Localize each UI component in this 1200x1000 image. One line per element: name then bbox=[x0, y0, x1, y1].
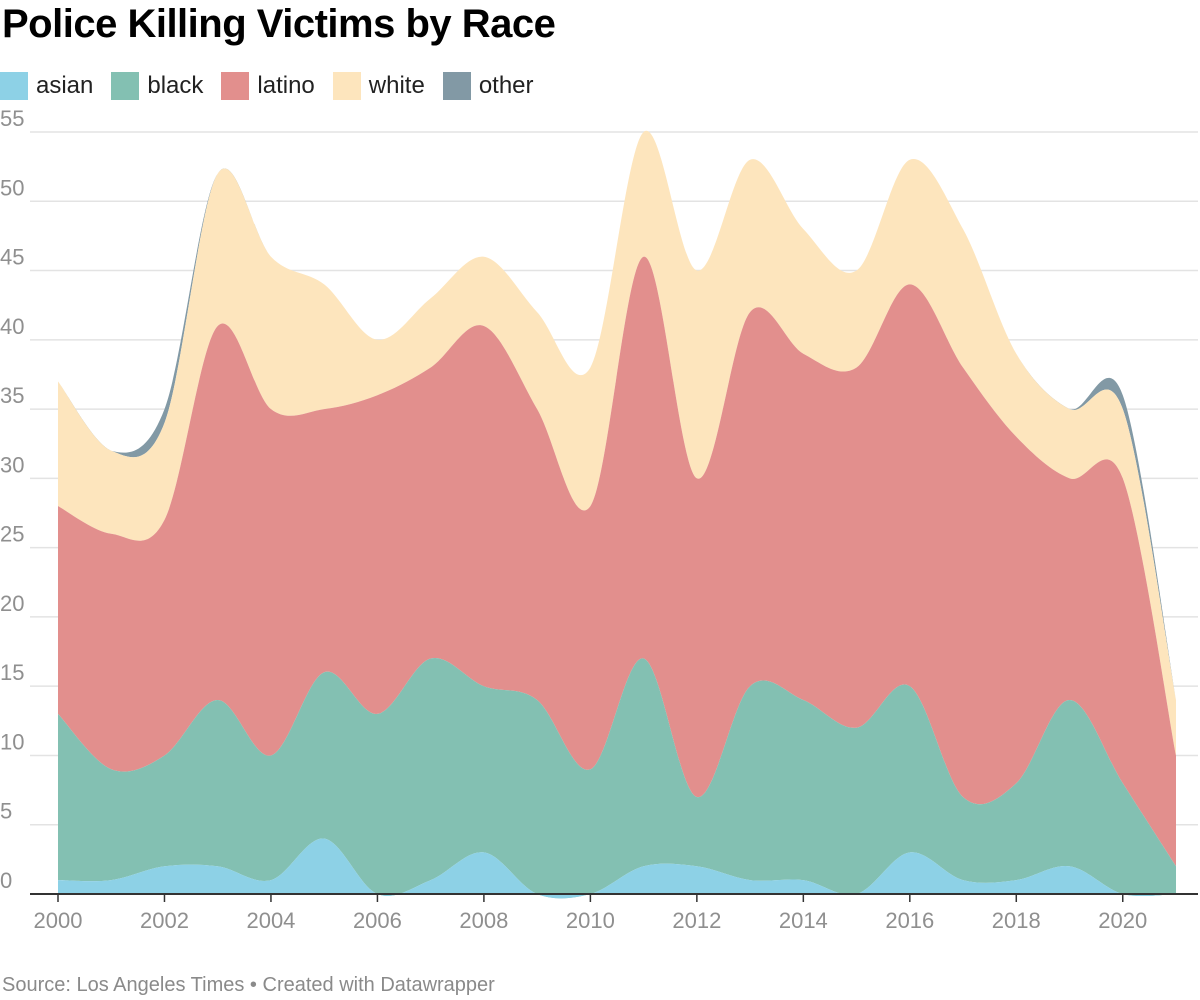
area-asian bbox=[58, 838, 1176, 899]
x-tick-label-2004: 2004 bbox=[246, 908, 295, 933]
legend-item-latino: latino bbox=[221, 72, 315, 100]
x-tick-label-2008: 2008 bbox=[459, 908, 508, 933]
y-tick-label-25: 25 bbox=[0, 522, 24, 547]
y-tick-label-50: 50 bbox=[0, 175, 24, 200]
area-black bbox=[58, 657, 1176, 899]
source-credit: Source: Los Angeles Times bbox=[2, 974, 245, 996]
y-tick-label-45: 45 bbox=[0, 245, 24, 270]
x-tick-label-2010: 2010 bbox=[566, 908, 615, 933]
datawrapper-credit: Created with Datawrapper bbox=[262, 974, 495, 996]
area-white bbox=[58, 130, 1176, 756]
chart-title: Police Killing Victims by Race bbox=[2, 2, 556, 46]
legend-swatch-other bbox=[442, 72, 471, 100]
legend-item-white: white bbox=[332, 72, 425, 100]
x-tick-label-2000: 2000 bbox=[34, 908, 83, 933]
y-tick-label-0: 0 bbox=[0, 868, 12, 893]
x-tick-label-2002: 2002 bbox=[140, 908, 189, 933]
x-tick-label-2016: 2016 bbox=[885, 908, 934, 933]
y-tick-label-15: 15 bbox=[0, 660, 24, 685]
legend-label-white: white bbox=[368, 72, 425, 99]
legend-label-latino: latino bbox=[257, 72, 315, 99]
legend-swatch-asian bbox=[0, 72, 28, 100]
chart-footer: Source: Los Angeles Times • Created with… bbox=[2, 974, 495, 997]
x-tick-label-2020: 2020 bbox=[1098, 908, 1147, 933]
legend-label-asian: asian bbox=[36, 72, 94, 99]
legend-swatch-black bbox=[111, 72, 140, 100]
legend-label-black: black bbox=[147, 72, 204, 99]
legend-swatch-latino bbox=[221, 72, 250, 100]
y-tick-label-30: 30 bbox=[0, 452, 24, 477]
legend-item-black: black bbox=[111, 72, 203, 100]
legend-item-asian: asian bbox=[0, 72, 93, 100]
axes: 0 5 10 15 20 25 30 35 40 45 50 55 2000 2002 2004 2006 20… bbox=[0, 110, 1198, 933]
x-tick-label-2014: 2014 bbox=[779, 908, 828, 933]
area-latino bbox=[58, 256, 1176, 867]
x-tick-label-2006: 2006 bbox=[353, 908, 402, 933]
y-tick-label-20: 20 bbox=[0, 591, 24, 616]
stacked-area-chart: 0 5 10 15 20 25 30 35 40 45 50 55 2000 2002 2004 2006 20… bbox=[0, 110, 1198, 933]
x-tick-label-2018: 2018 bbox=[992, 908, 1041, 933]
chart-legend: asian black latino white other bbox=[0, 66, 552, 106]
area-series bbox=[58, 130, 1176, 899]
legend-swatch-white bbox=[332, 72, 361, 100]
y-tick-label-55: 55 bbox=[0, 110, 24, 131]
legend-item-other: other bbox=[442, 72, 534, 100]
footer-separator: • bbox=[249, 974, 257, 996]
y-tick-label-5: 5 bbox=[0, 799, 12, 824]
y-tick-label-40: 40 bbox=[0, 314, 24, 339]
x-tick-label-2012: 2012 bbox=[672, 908, 721, 933]
y-tick-label-35: 35 bbox=[0, 383, 24, 408]
legend-label-other: other bbox=[478, 72, 534, 99]
y-tick-label-10: 10 bbox=[0, 729, 24, 754]
